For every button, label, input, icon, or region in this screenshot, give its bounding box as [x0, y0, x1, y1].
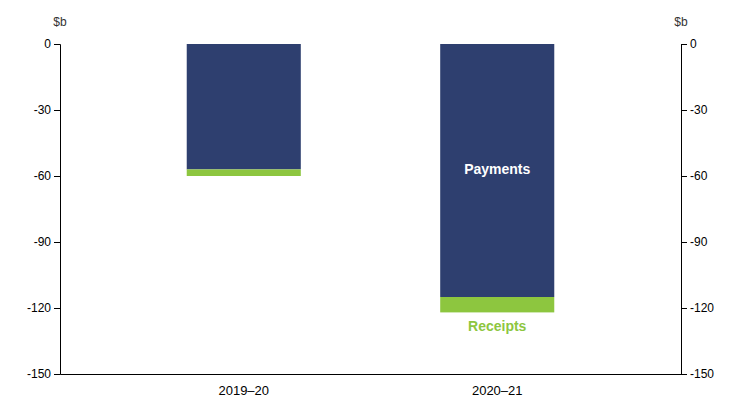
- y2-tick-mark: [681, 110, 687, 111]
- y2-tick-mark: [681, 44, 687, 45]
- y2-tick-label: -120: [690, 301, 714, 315]
- y-tick-label: -120: [27, 301, 51, 315]
- y-tick: -120: [27, 301, 60, 315]
- y2-tick-mark: [681, 374, 687, 375]
- x-tick: 2019–20: [218, 374, 269, 398]
- series-label: Receipts: [468, 318, 527, 334]
- y2-tick: -120: [681, 301, 714, 315]
- x-tick-label: 2019–20: [218, 383, 269, 398]
- y-tick-mark: [54, 176, 60, 177]
- x-axis: 2019–20 2020–21: [61, 374, 682, 398]
- y2-tick: -60: [681, 169, 708, 183]
- y2-tick-label: -150: [690, 367, 714, 381]
- y-tick: -150: [27, 367, 60, 381]
- y2-tick-label: 0: [690, 37, 697, 51]
- y-axis: 0 -30 -60 -90 -120 -150: [27, 37, 61, 381]
- y-tick-mark: [54, 110, 60, 111]
- bar: [187, 169, 301, 176]
- y2-tick-label: -90: [690, 235, 708, 249]
- y2-axis-label: $b: [674, 15, 688, 29]
- y-tick-label: -60: [34, 169, 52, 183]
- y2-tick-label: -30: [690, 103, 708, 117]
- y2-tick: -90: [681, 235, 708, 249]
- y2-tick-mark: [681, 242, 687, 243]
- y-tick: -90: [34, 235, 60, 249]
- y-tick-label: 0: [44, 37, 51, 51]
- y-tick: -60: [34, 169, 60, 183]
- y2-tick: -150: [681, 367, 714, 381]
- y-tick-mark: [54, 308, 60, 309]
- y-tick-mark: [54, 44, 60, 45]
- y-tick-label: -90: [34, 235, 52, 249]
- y-tick-label: -150: [27, 367, 51, 381]
- y2-axis-line: [682, 45, 688, 375]
- x-tick-label: 2020–21: [472, 383, 523, 398]
- chart: 0 -30 -60 -90 -120 -150 0 -30 -60 -90 -120 -150 2019…: [0, 0, 741, 418]
- y2-axis: 0 -30 -60 -90 -120 -150: [681, 37, 714, 381]
- y-tick-mark: [54, 242, 60, 243]
- y-axis-label: $b: [53, 15, 67, 29]
- y-tick-label: -30: [34, 103, 52, 117]
- x-tick: 2020–21: [472, 374, 523, 398]
- y-tick: -30: [34, 103, 60, 117]
- bar: [440, 44, 554, 297]
- x-axis-line: [61, 374, 682, 375]
- y-tick: 0: [44, 37, 60, 51]
- y2-tick-mark: [681, 308, 687, 309]
- y2-tick-mark: [681, 176, 687, 177]
- bar: [187, 44, 301, 169]
- y2-tick: 0: [681, 37, 697, 51]
- series-label: Payments: [464, 161, 530, 177]
- y-tick-mark: [54, 374, 60, 375]
- bars: [187, 44, 555, 312]
- annotations: Payments Receipts: [464, 161, 530, 334]
- plot: 0 -30 -60 -90 -120 -150 0 -30 -60 -90 -120 -150 2019…: [27, 37, 714, 398]
- y2-tick-label: -60: [690, 169, 708, 183]
- bar: [440, 297, 554, 312]
- y2-tick: -30: [681, 103, 708, 117]
- y-axis-line: [54, 45, 61, 375]
